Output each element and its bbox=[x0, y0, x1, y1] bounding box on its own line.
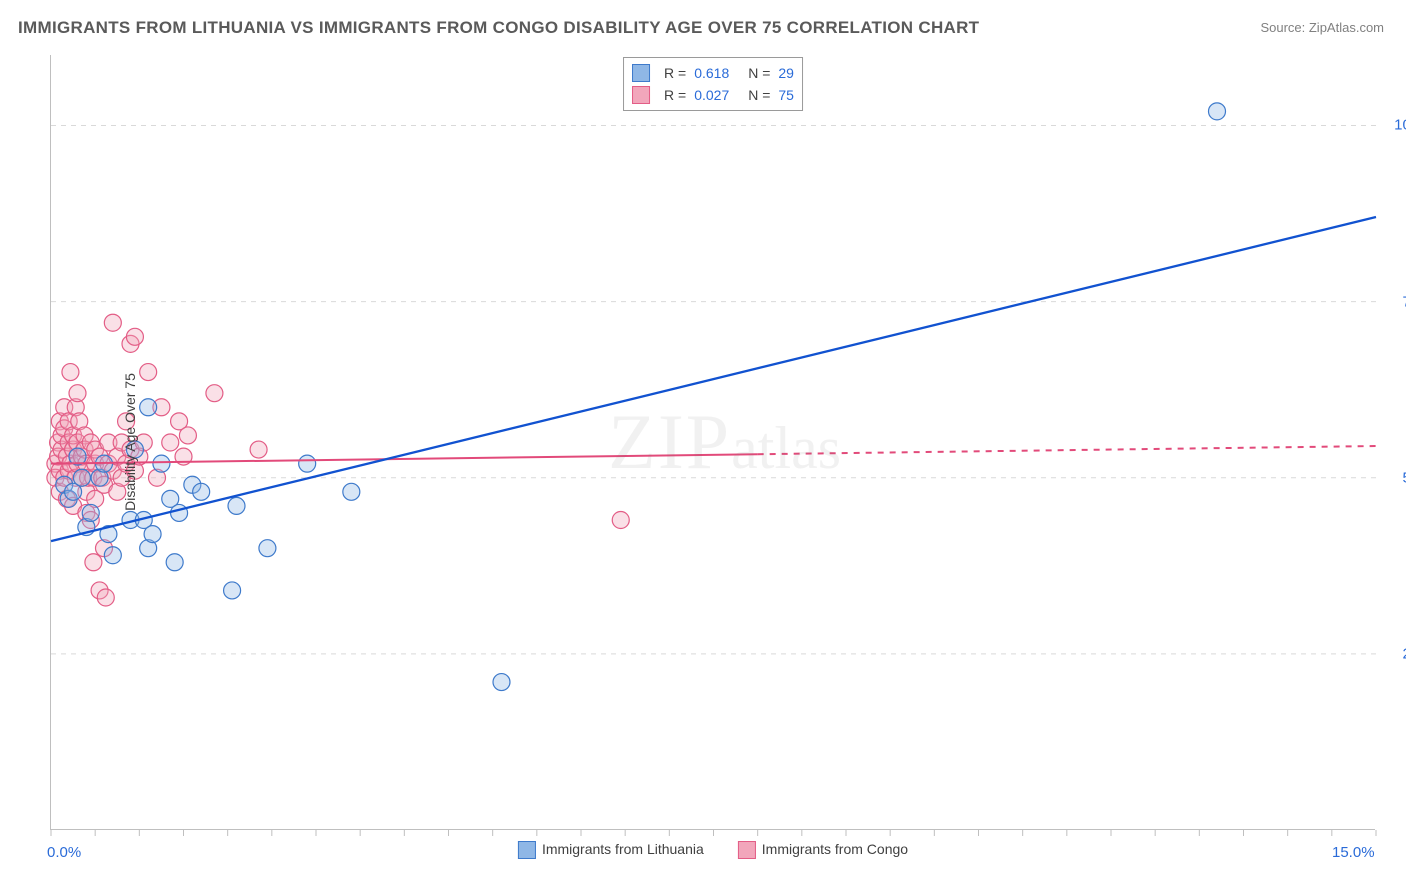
legend-swatch bbox=[632, 86, 650, 104]
series-legend-label: Immigrants from Lithuania bbox=[542, 841, 704, 857]
r-label: R = bbox=[664, 65, 686, 81]
legend-swatch bbox=[632, 64, 650, 82]
r-value: 0.027 bbox=[694, 87, 740, 103]
correlation-legend-row: R = 0.618 N = 29 bbox=[632, 62, 794, 84]
chart-container: IMMIGRANTS FROM LITHUANIA VS IMMIGRANTS … bbox=[0, 0, 1406, 892]
legend-swatch bbox=[518, 841, 536, 859]
y-tick-label: 50.0% bbox=[1402, 469, 1406, 486]
series-legend-item: Immigrants from Lithuania bbox=[518, 841, 704, 859]
y-tick-label: 100.0% bbox=[1394, 117, 1406, 134]
n-value: 75 bbox=[778, 87, 794, 103]
y-tick-label: 25.0% bbox=[1402, 645, 1406, 662]
x-tick-label: 15.0% bbox=[1332, 844, 1375, 861]
n-value: 29 bbox=[778, 65, 794, 81]
series-legend: Immigrants from Lithuania Immigrants from… bbox=[518, 841, 908, 859]
correlation-legend-row: R = 0.027 N = 75 bbox=[632, 84, 794, 106]
series-legend-label: Immigrants from Congo bbox=[762, 841, 908, 857]
y-tick-label: 75.0% bbox=[1402, 293, 1406, 310]
n-label: N = bbox=[748, 87, 770, 103]
x-tick-label: 0.0% bbox=[47, 844, 81, 861]
r-value: 0.618 bbox=[694, 65, 740, 81]
y-axis-label: Disability Age Over 75 bbox=[122, 373, 138, 511]
legend-swatch bbox=[738, 841, 756, 859]
n-label: N = bbox=[748, 65, 770, 81]
correlation-legend: R = 0.618 N = 29 R = 0.027 N = 75 bbox=[623, 57, 803, 111]
series-legend-item: Immigrants from Congo bbox=[738, 841, 908, 859]
plot-svg bbox=[51, 55, 1375, 829]
chart-title: IMMIGRANTS FROM LITHUANIA VS IMMIGRANTS … bbox=[18, 18, 979, 38]
plot-area: Disability Age Over 75 ZIPatlas R =0.618… bbox=[50, 55, 1375, 830]
source-attribution: Source: ZipAtlas.com bbox=[1260, 20, 1384, 35]
r-label: R = bbox=[664, 87, 686, 103]
